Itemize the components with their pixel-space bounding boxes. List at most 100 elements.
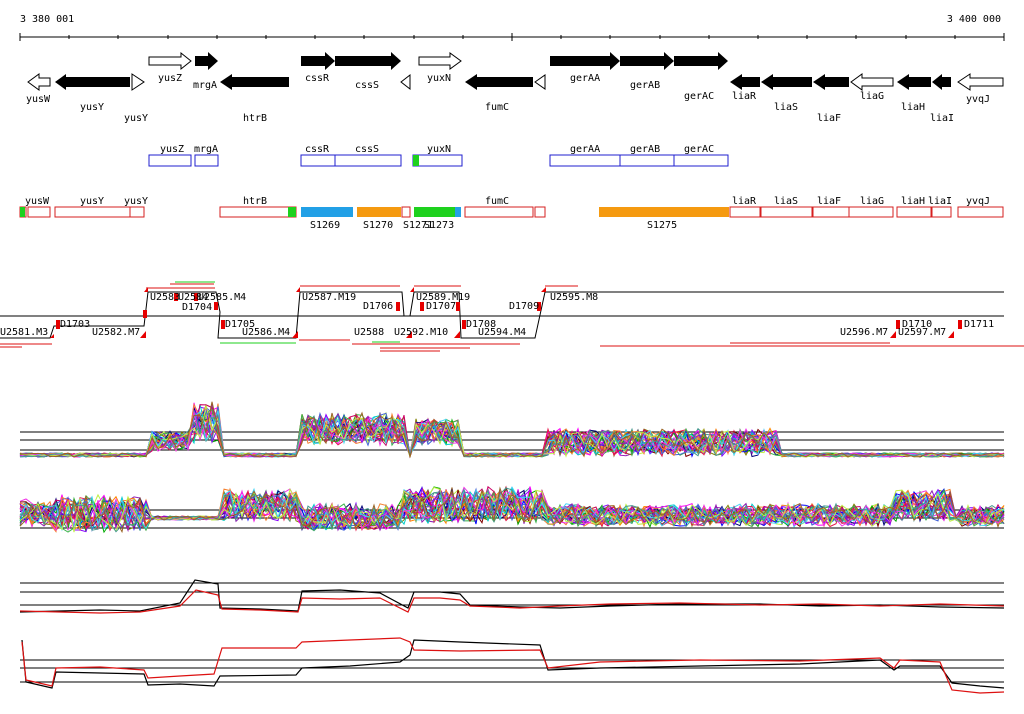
shift-label-U2597: U2597.M7: [898, 327, 946, 338]
shift-label-D1705: D1705: [225, 319, 255, 330]
gene-arrow-gerAC[interactable]: [674, 52, 728, 70]
gene-arrow-yusY-2[interactable]: [131, 73, 145, 91]
gene-arrow-yvqJ[interactable]: [957, 73, 1004, 91]
shift-label-U2581: U2581.M3: [0, 327, 48, 338]
shift-label-U2588: U2588: [354, 327, 384, 338]
gene-label-liaG: liaG: [860, 91, 884, 102]
operon-labels-red: yusW yusY yusY htrB fumC liaR liaS liaF …: [25, 196, 990, 231]
operon-box-gerAB[interactable]: [619, 154, 675, 167]
operon-box-yuxN[interactable]: [412, 154, 463, 167]
gene-arrow-yuxN[interactable]: [418, 52, 462, 70]
operon-label-liaI: liaI: [928, 196, 952, 207]
operon-labels-blue: yusZ mrgA cssR cssS yuxN gerAA gerAB ger…: [160, 144, 714, 155]
segment-S1273[interactable]: [414, 207, 455, 217]
gene-arrow-yusZ[interactable]: [148, 51, 192, 71]
operon-label-htrB: htrB: [243, 196, 267, 207]
gene-arrow-cssS[interactable]: [335, 52, 401, 70]
operon-box-liaH[interactable]: [896, 206, 932, 218]
ruler-start-label: 3 380 001: [20, 14, 74, 25]
operon-box-yusY-2[interactable]: [129, 206, 145, 218]
segment-fills: [20, 206, 729, 218]
gene-arrow-liaI[interactable]: [932, 74, 951, 90]
gene-arrow-mrgA[interactable]: [195, 52, 218, 70]
gene-arrow-liaS[interactable]: [761, 74, 812, 90]
operon-box-liaS[interactable]: [760, 206, 813, 218]
gene-arrow-cssR[interactable]: [301, 52, 335, 70]
operon-box-gerAA[interactable]: [549, 154, 621, 167]
shift-label-D1708: D1708: [466, 319, 496, 330]
segment-label-S1275: S1275: [647, 220, 677, 231]
operon-box-htrB[interactable]: [219, 206, 297, 218]
gene-arrow-liaH[interactable]: [897, 74, 931, 90]
profile-trace-a-29: [19, 401, 1005, 459]
operon-box-yvqJ[interactable]: [957, 206, 1004, 218]
operon-label-gerAA: gerAA: [570, 144, 600, 155]
operon-label-yusY: yusY: [80, 196, 104, 207]
operon-box-yusY[interactable]: [54, 206, 131, 218]
segment-S1275[interactable]: [599, 207, 729, 217]
operon-box-fumC[interactable]: [464, 206, 534, 218]
operon-label-liaR: liaR: [732, 196, 757, 207]
segment-label-S1273: S1273: [424, 220, 454, 231]
gene-arrow-liaG[interactable]: [850, 73, 894, 91]
shift-label-D1707: D1707: [426, 301, 456, 312]
profile-trace-a-23: [19, 402, 1005, 458]
operon-label-yusY-2: yusY: [124, 196, 148, 207]
profile-trace-a-18: [19, 404, 1005, 458]
segment-label-S1270: S1270: [363, 220, 393, 231]
operon-box-yusW-2[interactable]: [27, 206, 51, 218]
gene-arrow-gerAB[interactable]: [620, 52, 674, 70]
gene-label-fumC: fumC: [485, 102, 509, 113]
profile-trace-a-24: [20, 403, 1005, 458]
profile-trace-a-27: [19, 405, 1005, 458]
gene-track: yusW yusY yusY yusZ mrgA htrB cssR cssS …: [26, 51, 1004, 124]
segment-label-S1269: S1269: [310, 220, 340, 231]
operon-box-mrgA[interactable]: [194, 154, 219, 167]
operon-box-liaI[interactable]: [931, 206, 952, 218]
operon-box-liaG[interactable]: [848, 206, 894, 218]
shift-label-U2595: U2595.M8: [550, 292, 598, 303]
operon-track-blue: [148, 154, 729, 167]
shift-label-D1704: D1704: [182, 302, 212, 313]
segment-S1271[interactable]: [401, 206, 411, 218]
gene-arrow-yusY[interactable]: [55, 74, 130, 90]
operon-box-yusZ[interactable]: [148, 154, 192, 167]
operon-box-gerAC[interactable]: [673, 154, 729, 167]
gene-arrow-gerAA[interactable]: [550, 52, 620, 70]
operon-label-gerAC: gerAC: [684, 144, 714, 155]
segment-green-htrB: [288, 207, 296, 217]
operon-label-mrgA: mrgA: [194, 144, 218, 155]
gene-arrow-fumC[interactable]: [465, 74, 533, 90]
operon-box-liaR[interactable]: [729, 206, 761, 218]
expression-panel-4: [20, 637, 1005, 694]
gene-arrow-liaR[interactable]: [730, 74, 760, 90]
gene-label-mrgA: mrgA: [193, 80, 217, 91]
gene-label-yvqJ: yvqJ: [966, 94, 990, 105]
operon-box-liaF[interactable]: [812, 206, 850, 218]
operon-label-fumC: fumC: [485, 196, 509, 207]
expression-panel-3: [19, 579, 1005, 614]
shift-label-D1703: D1703: [60, 319, 90, 330]
shift-label-D1709: D1709: [509, 301, 539, 312]
operon-box-cssR[interactable]: [300, 154, 336, 167]
operon-box-cssS[interactable]: [334, 154, 402, 167]
operon-label-liaG: liaG: [860, 196, 884, 207]
profile-trace-b-27: [19, 486, 1005, 533]
shift-label-U2585: U2585.M4: [198, 292, 246, 303]
shift-label-D1706: D1706: [363, 301, 393, 312]
segment-S1270[interactable]: [357, 207, 401, 217]
operon-label-yusZ: yusZ: [160, 144, 184, 155]
gene-arrow-htrB[interactable]: [220, 74, 289, 90]
segment-S1269[interactable]: [301, 207, 353, 217]
gene-label-liaF: liaF: [817, 113, 841, 124]
shift-label-U2589: U2589.M19: [416, 292, 470, 303]
gene-label-yusY: yusY: [80, 102, 104, 113]
operon-box-fumC-2[interactable]: [534, 206, 546, 218]
gene-arrow-liaF[interactable]: [813, 74, 849, 90]
gene-arrow-yusW[interactable]: [27, 73, 51, 91]
profile-red-1: [19, 589, 1005, 614]
ruler-end-label: 3 400 000: [947, 14, 1001, 25]
operon-label-liaF: liaF: [817, 196, 841, 207]
profile-trace-b-29: [19, 486, 1005, 534]
